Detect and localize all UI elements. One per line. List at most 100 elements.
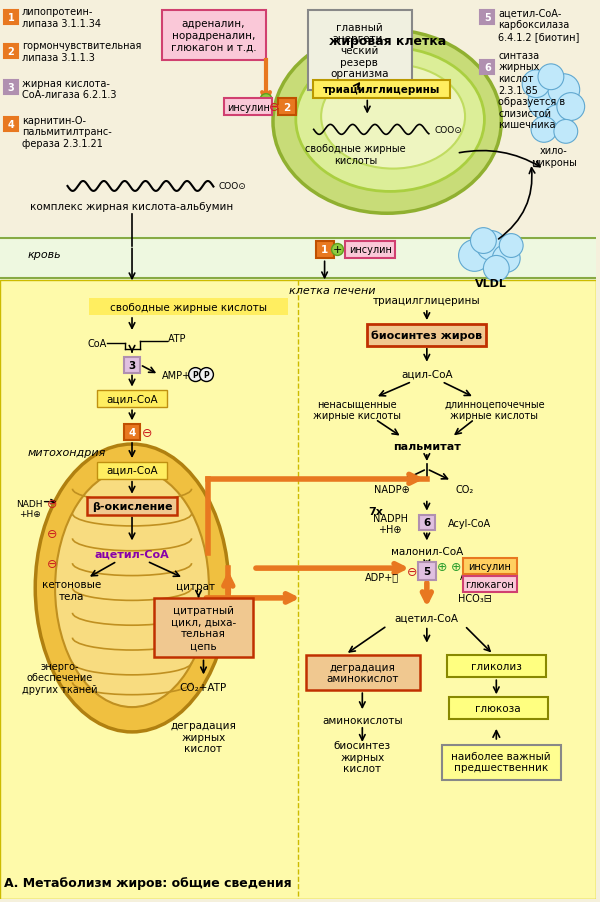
Bar xyxy=(367,325,487,346)
Text: 6: 6 xyxy=(484,63,491,73)
Bar xyxy=(316,242,334,259)
Text: карнитин-О-
пальмитилтранс-
фераза 2.3.1.21: карнитин-О- пальмитилтранс- фераза 2.3.1… xyxy=(22,115,112,149)
Text: митохондрия: митохондрия xyxy=(28,447,106,457)
Bar xyxy=(4,11,18,25)
Text: 2: 2 xyxy=(8,47,14,57)
Ellipse shape xyxy=(296,49,484,192)
Bar xyxy=(481,11,494,25)
Text: ненасыщенные
жирные кислоты: ненасыщенные жирные кислоты xyxy=(313,399,401,420)
Bar xyxy=(97,463,167,479)
Text: 5: 5 xyxy=(423,566,430,576)
Circle shape xyxy=(458,240,490,272)
Text: 2: 2 xyxy=(283,103,290,113)
Text: клетка печени: клетка печени xyxy=(289,286,376,296)
Text: β-окисление: β-окисление xyxy=(92,501,172,511)
Ellipse shape xyxy=(273,31,501,214)
Text: ацетил-СоА: ацетил-СоА xyxy=(395,613,459,623)
Text: свободные жирные
кислоты: свободные жирные кислоты xyxy=(305,144,406,166)
Bar xyxy=(124,357,140,373)
Text: инсулин: инсулин xyxy=(468,562,511,572)
Text: глюкагон: глюкагон xyxy=(465,579,514,589)
Circle shape xyxy=(200,368,214,382)
Bar xyxy=(446,656,546,677)
Ellipse shape xyxy=(35,445,229,732)
Bar xyxy=(0,236,596,281)
Text: глюкоза: глюкоза xyxy=(475,704,521,713)
Bar xyxy=(418,563,436,580)
Text: 6: 6 xyxy=(423,518,430,528)
Bar xyxy=(4,45,18,59)
Text: синтаза
жирных
кислот
2.3.1.85
образуется в
слизистой
кишечника: синтаза жирных кислот 2.3.1.85 образуетс… xyxy=(499,51,565,130)
Bar xyxy=(97,391,167,408)
Text: АТP: АТP xyxy=(167,334,186,344)
Bar xyxy=(346,242,395,259)
Text: наиболее важный
предшественник: наиболее важный предшественник xyxy=(451,751,551,773)
Bar xyxy=(442,745,561,779)
Text: ⊕: ⊕ xyxy=(436,560,447,573)
Text: инсулин: инсулин xyxy=(349,245,392,255)
Text: 3: 3 xyxy=(8,83,14,93)
Text: COO⊙: COO⊙ xyxy=(218,182,246,191)
Text: липопротеин-
липаза 3.1.1.34: липопротеин- липаза 3.1.1.34 xyxy=(22,7,101,29)
Text: ADP+Ⓟ: ADP+Ⓟ xyxy=(365,572,399,582)
Text: 1: 1 xyxy=(8,14,14,23)
Circle shape xyxy=(476,232,506,261)
Circle shape xyxy=(531,117,557,143)
Text: пальмитат: пальмитат xyxy=(393,442,461,452)
Text: ацил-СоА: ацил-СоА xyxy=(106,394,158,404)
Text: ⊖: ⊖ xyxy=(47,528,58,540)
Bar xyxy=(308,11,412,90)
Bar xyxy=(88,497,176,515)
Text: свободные жирные кислоты: свободные жирные кислоты xyxy=(110,303,267,313)
Text: аминокислоты: аминокислоты xyxy=(322,715,403,725)
Text: CO₂: CO₂ xyxy=(455,484,473,494)
Text: СоА: СоА xyxy=(88,338,107,348)
Circle shape xyxy=(470,228,496,254)
Text: ацетил-СоА-
карбоксилаза
6.4.1.2 [биотин]: ацетил-СоА- карбоксилаза 6.4.1.2 [биотин… xyxy=(499,8,580,41)
Circle shape xyxy=(528,85,564,120)
Text: ⊕: ⊕ xyxy=(451,560,462,573)
Text: кровь: кровь xyxy=(28,250,61,260)
Text: 5: 5 xyxy=(484,14,491,23)
Text: +: + xyxy=(262,96,271,106)
Text: 1: 1 xyxy=(321,245,328,255)
Text: ⊖: ⊖ xyxy=(47,557,58,570)
Text: триацилглицерины: триацилглицерины xyxy=(322,85,440,95)
Text: ⊖: ⊖ xyxy=(407,565,417,578)
Bar xyxy=(278,98,296,116)
Text: 7x: 7x xyxy=(368,506,383,516)
Bar xyxy=(162,11,266,60)
Bar xyxy=(4,118,18,133)
Ellipse shape xyxy=(55,469,209,707)
Text: длинноцепочечные
жирные кислоты: длинноцепочечные жирные кислоты xyxy=(444,399,545,420)
Circle shape xyxy=(260,95,272,106)
Circle shape xyxy=(188,368,202,382)
Text: ацил-СоА: ацил-СоА xyxy=(401,369,452,379)
Text: гормончувствительная
липаза 3.1.1.3: гормончувствительная липаза 3.1.1.3 xyxy=(22,41,141,63)
Circle shape xyxy=(557,94,584,121)
Circle shape xyxy=(499,235,523,258)
Text: адреналин,
норадреналин,
глюкагон и т.д.: адреналин, норадреналин, глюкагон и т.д. xyxy=(170,20,256,52)
FancyArrowPatch shape xyxy=(493,731,500,740)
Bar xyxy=(419,515,435,530)
Text: P: P xyxy=(193,371,199,380)
Bar xyxy=(463,558,517,575)
Text: 4: 4 xyxy=(8,120,14,130)
Text: А. Метаболизм жиров: общие сведения: А. Метаболизм жиров: общие сведения xyxy=(4,876,292,888)
Text: малонил-СоА: малонил-СоА xyxy=(391,547,463,557)
Text: биосинтез
жирных
кислот: биосинтез жирных кислот xyxy=(334,741,391,774)
Text: жировая клетка: жировая клетка xyxy=(329,34,446,48)
Bar xyxy=(313,80,449,98)
Text: NADP⊕: NADP⊕ xyxy=(374,484,410,494)
Circle shape xyxy=(548,75,580,106)
Circle shape xyxy=(543,106,573,135)
Text: АМP+: АМP+ xyxy=(162,370,191,380)
Text: деградация
жирных
кислот: деградация жирных кислот xyxy=(170,721,236,754)
Text: инсулин: инсулин xyxy=(227,103,269,113)
Bar xyxy=(481,60,494,75)
Text: биосинтез жиров: биосинтез жиров xyxy=(371,330,482,341)
Circle shape xyxy=(522,70,550,98)
Text: CO₂+ATP: CO₂+ATP xyxy=(180,683,227,693)
Ellipse shape xyxy=(321,65,465,170)
Bar xyxy=(0,281,596,898)
